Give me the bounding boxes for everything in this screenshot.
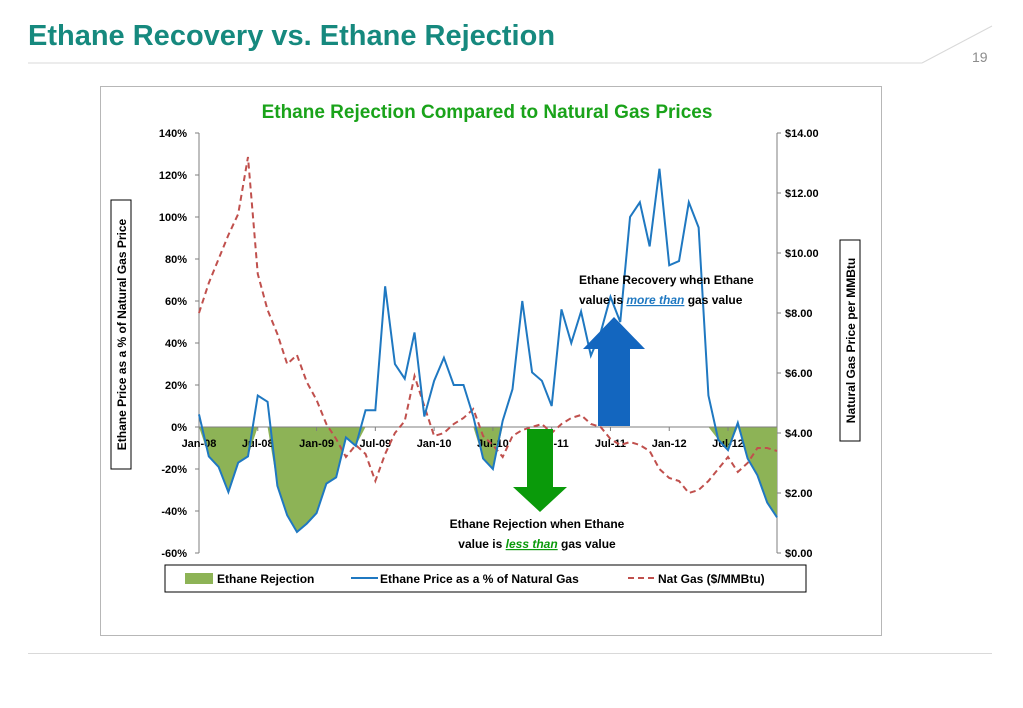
x-tick-label: Jan-09 [299,438,334,450]
recovery-annotation-line1: Ethane Recovery when Ethane [579,273,754,287]
y-right-tick-label: $10.00 [785,248,819,260]
y-right-tick-label: $6.00 [785,368,813,380]
y-right-axis-label: Natural Gas Price per MMBtu [844,258,858,423]
page-number: 19 [972,49,988,65]
rejection-annotation-line1: Ethane Rejection when Ethane [450,517,625,531]
rejection-arrow [513,429,567,512]
recovery-annotation-line2: value is more than gas value [579,293,743,307]
series-ethane-rejection-area [199,427,777,532]
y-right-label-box [839,239,861,442]
slide-title: Ethane Recovery vs. Ethane Rejection [28,20,556,52]
recovery-arrow [583,317,645,426]
y-left-tick-label: 80% [165,254,187,266]
x-tick-label: Jan-12 [652,438,687,450]
legend-label-natgas: Nat Gas ($/MMBtu) [658,572,765,586]
x-tick-label: Jul-10 [477,438,509,450]
y-left-axis-label: Ethane Price as a % of Natural Gas Price [115,218,129,450]
rejection-annotation-post: gas value [558,537,616,551]
y-left-tick-label: -60% [161,548,187,560]
legend-label-ethane: Ethane Price as a % of Natural Gas [380,572,579,586]
series-ethane-price-line [198,168,778,534]
header-divider [28,25,993,64]
series-nat-gas-line [198,156,778,495]
x-tick-label: Jan-10 [417,438,452,450]
rejection-annotation-pre: value is [458,537,505,551]
y-left-tick-label: 100% [159,212,187,224]
x-tick-label: Jul-08 [242,438,274,450]
y-left-tick-label: 20% [165,380,187,392]
recovery-annotation-pre: value is [579,293,626,307]
x-tick-label: Jul-09 [359,438,391,450]
x-tick-label: Jan-08 [182,438,217,450]
y-left-tick-label: 60% [165,296,187,308]
y-right-tick-label: $2.00 [785,488,813,500]
rejection-annotation-line2: value is less than gas value [458,537,616,551]
footer-divider [28,653,992,654]
y-left-tick-label: 140% [159,128,187,140]
y-right-tick-label: $14.00 [785,128,819,140]
y-left-tick-label: -20% [161,464,187,476]
recovery-annotation-post: gas value [684,293,742,307]
y-left-tick-label: 40% [165,338,187,350]
y-right-tick-label: $4.00 [785,428,813,440]
chart-frame: Ethane Rejection Compared to Natural Gas… [100,86,882,636]
legend-swatch-rejection [185,573,213,584]
y-right-tick-label: $12.00 [785,188,819,200]
y-right-tick-label: $0.00 [785,548,813,560]
chart: Ethane Rejection Compared to Natural Gas… [110,102,861,593]
y-left-tick-label: 0% [171,422,187,434]
y-left-tick-label: -40% [161,506,187,518]
y-right-tick-label: $8.00 [785,308,813,320]
x-tick-label: Jul-11 [595,438,626,450]
legend-box [164,564,807,593]
legend-label-rejection: Ethane Rejection [217,572,314,586]
y-left-label-box [110,199,132,470]
recovery-annotation-emphasis: more than [626,293,684,307]
rejection-annotation-emphasis: less than [506,537,558,551]
y-left-tick-label: 120% [159,170,187,182]
chart-title: Ethane Rejection Compared to Natural Gas… [262,102,713,123]
